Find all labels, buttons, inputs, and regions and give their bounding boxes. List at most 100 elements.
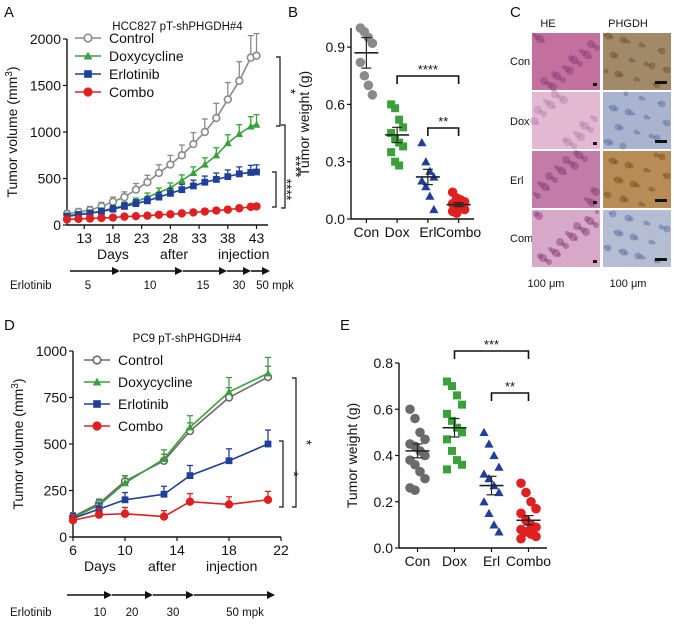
panelA-point-control: [154, 168, 164, 178]
he-texture: [595, 210, 599, 214]
phgdh-texture: [603, 68, 609, 74]
phgdh-texture: [633, 235, 639, 241]
panelA-xtick-label-23: 23: [134, 230, 150, 246]
phgdh-texture: [643, 167, 649, 173]
phgdh-texture: [647, 222, 651, 226]
panelD-point-combo: [68, 516, 78, 525]
panelA-point-combo: [177, 209, 187, 218]
panelD-xtick-label-6: 6: [69, 542, 77, 558]
panelE-point-con: [410, 459, 420, 470]
panelA-ytick-label-1000: 1000: [30, 124, 61, 140]
phgdh-texture: [642, 203, 646, 207]
panelA-point-erlotinib: [224, 173, 232, 181]
panel-e-scatter-chart: 0.0 0.2 0.4 0.6 0.8 Tumor weight (g) Con Dox Erl…: [344, 337, 551, 569]
panelA-legend-label-erlotinib: Erlotinib: [109, 66, 160, 82]
panelA-point-combo: [108, 213, 118, 222]
doseA-arrow-head-2: [219, 267, 227, 275]
panelB-point-erl: [421, 181, 431, 191]
panelA-ytick-label-0: 0: [53, 217, 61, 233]
panelA-series-control: Control: [62, 30, 261, 219]
phgdh-texture: [648, 62, 656, 70]
phgdh-texture: [663, 119, 671, 127]
panelA-point-combo: [120, 212, 129, 221]
phgdh-texture: [648, 133, 654, 139]
panelA-point-erlotinib: [247, 169, 255, 176]
phgdh-texture: [658, 224, 664, 230]
panelB-ytick-label-0-6: 0.6: [326, 96, 346, 112]
panelD-title: PC9 pT-shPHGDH#4: [133, 333, 242, 345]
panelE-point-erl: [494, 462, 504, 471]
phgdh-texture: [658, 100, 666, 108]
panelA-point-combo: [212, 206, 221, 215]
panelA-point-combo: [166, 210, 175, 219]
panelA-point-erlotinib: [189, 182, 197, 190]
phgdh-texture: [628, 216, 634, 222]
panelB-ytick-label-0-3: 0.3: [326, 154, 346, 170]
panelD-point-doxycycline: [160, 454, 168, 463]
panelE-point-combo: [521, 487, 531, 498]
panelE-point-dox: [458, 460, 466, 469]
he-texture: [594, 45, 600, 51]
panelE-point-dox: [453, 391, 461, 400]
panelE-point-erl: [494, 487, 504, 497]
phgdh-texture: [623, 197, 629, 203]
panelA-xlabel-injection: injection: [218, 246, 269, 262]
panelD-legend-label-erlotinib: Erlotinib: [118, 396, 169, 412]
panelB-xtick-label-con: Con: [354, 224, 380, 240]
panelE-ytick-label-0-0: 0.0: [374, 540, 394, 556]
phgdh-texture: [653, 152, 659, 158]
panelA-point-doxycycline: [246, 122, 255, 130]
he-scalebar-3: [593, 260, 597, 263]
panelA-point-doxycycline: [252, 120, 261, 128]
phgdh-texture: [632, 59, 636, 63]
phgdh-texture: [628, 110, 634, 116]
panelA-point-combo: [235, 204, 244, 213]
panelE-point-dox: [448, 416, 456, 425]
panelD-ytick-label-1000: 1000: [36, 343, 67, 359]
phgdh-texture: [618, 178, 624, 184]
phgdh-texture: [663, 66, 671, 74]
phgdh-texture: [652, 241, 656, 245]
phgdh-texture: [663, 225, 671, 233]
panelE-point-combo: [516, 533, 526, 544]
panelE-point-dox: [458, 428, 466, 437]
panelA-point-erlotinib: [98, 208, 105, 215]
dosing-schedule-a: Erlotinib 5 10 15 30 50 mpk: [10, 267, 294, 292]
panelD-ytick-label-0: 0: [59, 529, 67, 545]
he-texture: [552, 105, 556, 109]
panelE-xtick-label-dox: Dox: [442, 553, 467, 569]
panelE-point-con: [410, 485, 420, 495]
panelA-legend-marker-combo: [83, 87, 93, 97]
panelA-point-erlotinib: [253, 168, 260, 176]
dosing-a-dose-5: 50 mpk: [256, 280, 294, 292]
phgdh-texture: [619, 142, 627, 150]
panelE-xtick-label-con: Con: [405, 553, 431, 569]
panelD-point-combo: [159, 512, 169, 521]
panelE-point-erl: [484, 508, 494, 517]
panelA-xtick-label-13: 13: [76, 230, 92, 246]
panelE-point-dox: [443, 435, 451, 444]
phgdh-texture: [648, 186, 654, 192]
phgdh-texture: [613, 106, 619, 112]
panelD-xlabel-days: Days: [84, 558, 116, 574]
panelE-point-erl: [489, 520, 499, 529]
panelD-legend-marker-combo: [92, 421, 102, 431]
panelE-sig-label-0: ***: [484, 337, 499, 352]
panelD-line-control: [72, 376, 269, 518]
he-texture: [546, 259, 552, 265]
panelA-xtick-label-33: 33: [191, 230, 207, 246]
panelB-ytick-label-0-0: 0.0: [326, 211, 346, 227]
he-texture: [592, 116, 598, 122]
panelB-ylabel: Tumor weight (g): [296, 71, 312, 176]
phgdh-texture: [653, 134, 661, 142]
panelA-legend-marker-control: [83, 33, 93, 43]
panelD-ytick-label-250: 250: [44, 483, 68, 499]
panelD-legend-marker-control: [92, 355, 102, 365]
panelA-sig-bracket-1: [281, 124, 286, 209]
panelA-series-combo: Combo: [62, 84, 261, 224]
panelA-point-combo: [189, 208, 198, 217]
phgdh-texture: [658, 153, 666, 161]
panelE-point-erl: [484, 439, 494, 448]
panelA-point-control: [223, 95, 233, 104]
panelA-point-combo: [74, 214, 83, 224]
